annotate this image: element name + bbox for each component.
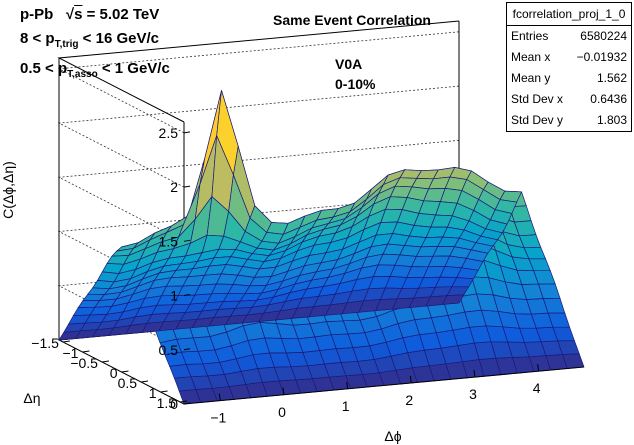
z-tick-label: 2.5 [159, 125, 179, 141]
x-tick-label: 4 [533, 380, 541, 396]
surface-cell [441, 294, 465, 305]
y-tick [82, 350, 90, 353]
x-tick [282, 387, 285, 395]
z-tick-label: 0 [170, 396, 178, 412]
x-tick [473, 370, 476, 378]
stats-row-mean-y: Mean y 1.562 [511, 71, 627, 85]
z-tick [183, 294, 191, 297]
x-axis-title: Δϕ [384, 428, 401, 444]
x-tick-label: 2 [405, 392, 413, 408]
stats-row-std-x: Std Dev x 0.6436 [511, 92, 627, 106]
y-tick-label: 0 [110, 365, 118, 381]
y-axis-title: Δη [23, 390, 40, 406]
annotation-centrality: 0-10% [335, 76, 376, 92]
x-tick [218, 393, 221, 401]
y-tick [101, 360, 110, 363]
annotation-trigger-pt: 8 < pT,trig < 16 GeV/c [20, 30, 159, 50]
z-tick-label: 1.5 [159, 233, 179, 249]
annotation-energy: p-Pb √s = 5.02 TeV [20, 6, 160, 23]
z-tick [183, 348, 191, 351]
y-tick [62, 340, 70, 343]
x-tick [537, 364, 540, 372]
x-tick-label: 3 [469, 386, 477, 402]
y-tick-label: −0.5 [70, 355, 98, 371]
stats-row-mean-x: Mean x −0.01932 [511, 50, 627, 64]
y-tick [140, 380, 149, 383]
z-tick [183, 239, 191, 242]
annotation-associated-pt: 0.5 < pT,asso < 1 GeV/c [20, 60, 170, 80]
z-tick [183, 185, 191, 188]
z-tick [183, 402, 191, 405]
chart-title: Same Event Correlation [273, 12, 431, 28]
y-tick [180, 400, 188, 403]
z-tick-label: 0.5 [159, 342, 179, 358]
z-tick-label: 1 [170, 288, 178, 304]
z-axis-title: C(Δϕ,Δη) [0, 161, 16, 219]
x-tick-label: 0 [278, 404, 286, 420]
y-tick-label: 1.5 [157, 395, 177, 411]
y-tick [160, 390, 168, 393]
stats-box: fcorrelation_proj_1_0 Entries 6580224 Mea… [506, 2, 632, 132]
y-tick-label: 1 [149, 385, 157, 401]
stats-row-std-y: Std Dev y 1.803 [511, 113, 627, 127]
x-tick [409, 375, 412, 384]
y-tick [121, 370, 129, 373]
box-top-edge [57, 20, 460, 123]
y-tick-label: 0.5 [118, 375, 138, 391]
z-tick [183, 131, 191, 134]
z-tick-label: 2 [170, 179, 178, 195]
y-tick-label: −1.5 [31, 335, 59, 351]
axis-x-line [183, 366, 585, 405]
stats-title: fcorrelation_proj_1_0 [507, 3, 631, 26]
annotation-detector: V0A [335, 56, 363, 72]
x-tick-label: −1 [210, 410, 226, 426]
stats-row-entries: Entries 6580224 [511, 29, 627, 43]
x-tick [346, 381, 349, 389]
y-tick-label: −1 [62, 345, 78, 361]
x-tick-label: 1 [342, 398, 350, 414]
